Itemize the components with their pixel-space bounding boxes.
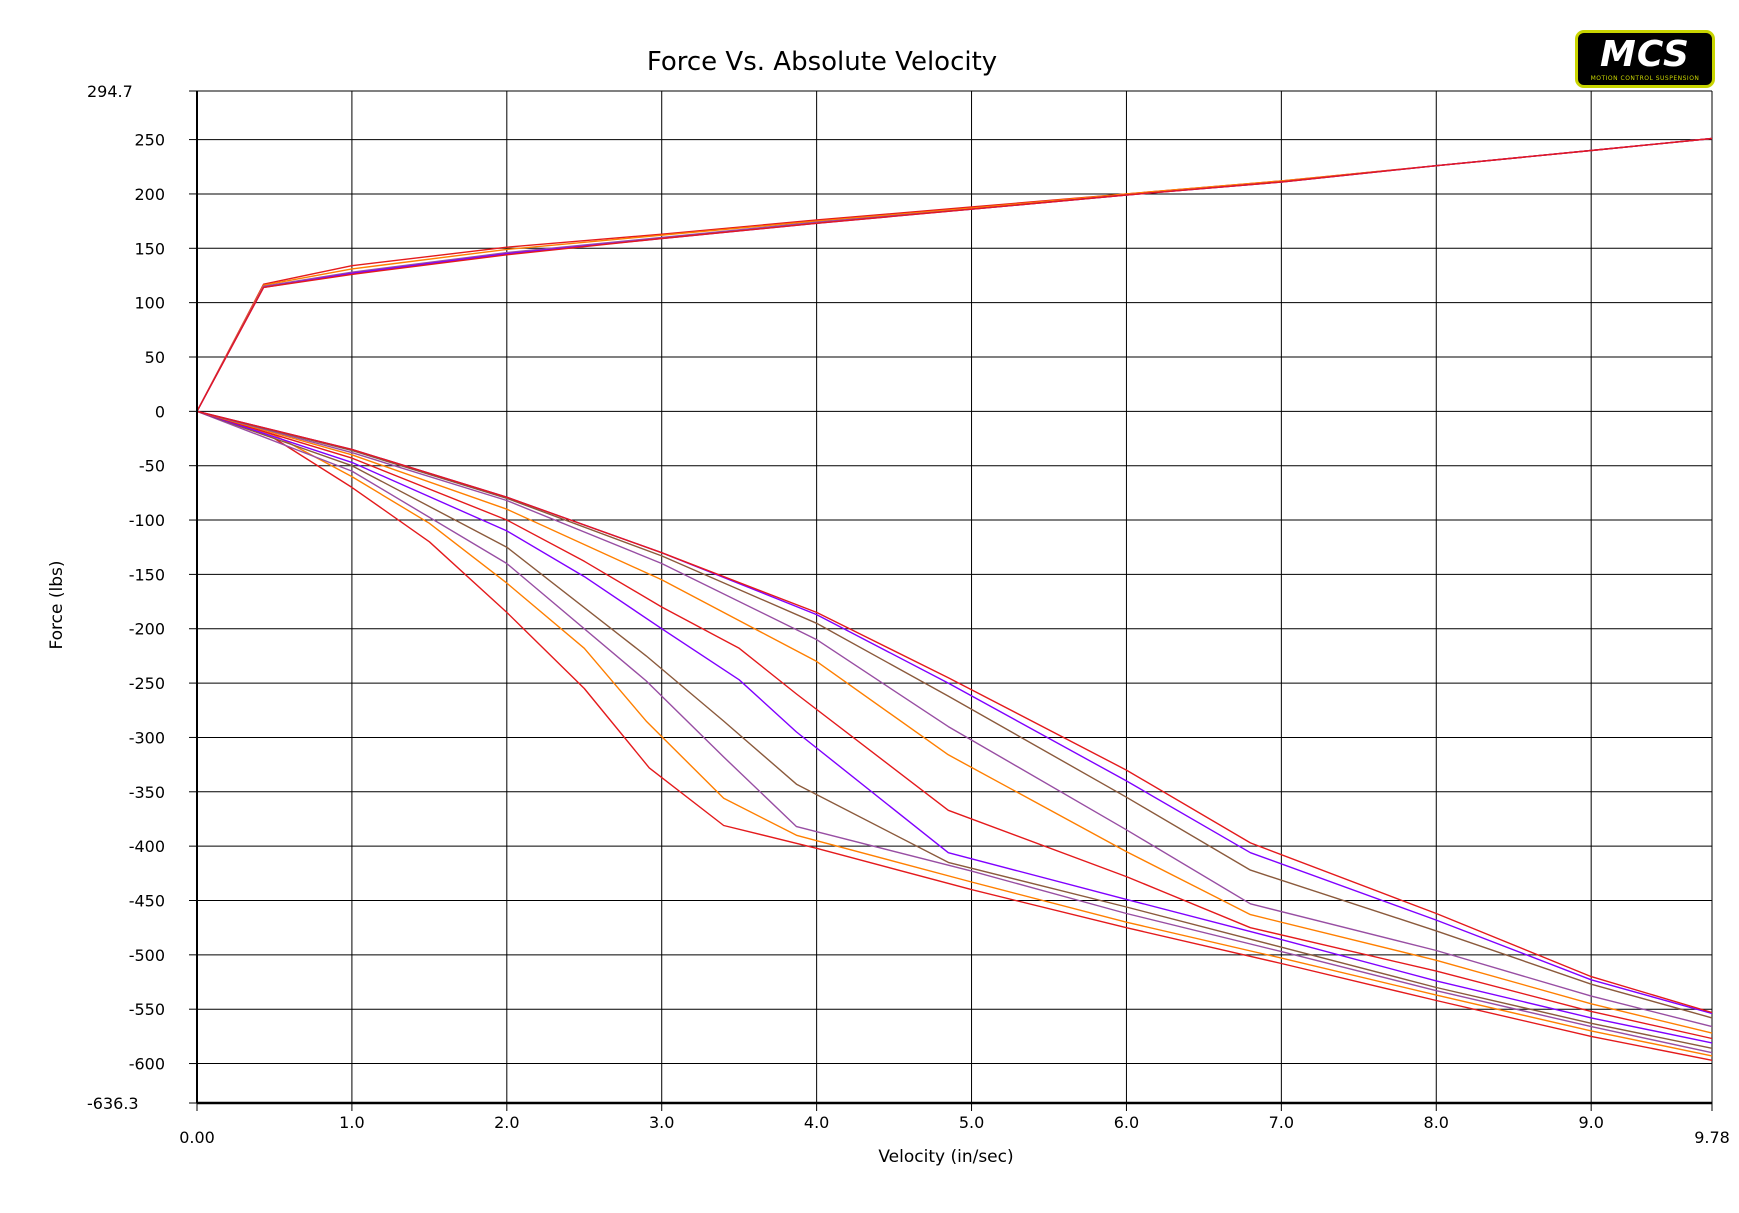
series-line-16 [196,410,1713,1014]
series-line-7 [196,410,1713,1057]
series-line-9 [196,410,1713,1049]
grid [196,90,1713,1104]
series-line-5 [196,137,1713,412]
x-tick-label: 0.00 [179,1128,215,1147]
series-group [196,137,1713,1061]
x-tick-label: 3.0 [649,1113,674,1132]
y-tick-label: -300 [129,728,165,747]
series-line-12 [196,410,1713,1034]
y-tick-label: -250 [129,674,165,693]
series-line-14 [196,410,1713,1019]
y-tick-label: -150 [129,565,165,584]
x-tick-label: 7.0 [1269,1113,1294,1132]
y-tick-label: -350 [129,783,165,802]
series-line-6 [196,410,1713,1061]
y-tick-label: -400 [129,837,165,856]
axes: 0.00 1.0 2.0 3.0 4.0 5.0 6.0 7.0 8.0 9.0 9.78 294.7… [87,82,1730,1147]
y-tick-label: -500 [129,946,165,965]
x-tick-label: 8.0 [1424,1113,1449,1132]
x-tick-label: 4.0 [804,1113,829,1132]
y-tick-label: -100 [129,511,165,530]
y-axis-label: Force (lbs) [47,560,67,649]
y-tick-label: -200 [129,620,165,639]
y-tick-label: 100 [134,294,165,313]
y-tick-label: -550 [129,1000,165,1019]
y-tick-label: -450 [129,891,165,910]
y-tick-label: -50 [139,457,165,476]
chart-title: Force Vs. Absolute Velocity [647,47,997,77]
y-tick-label: 50 [145,348,165,367]
x-tick-label: 2.0 [494,1113,519,1132]
y-tick-label: -636.3 [87,1094,139,1113]
x-axis-label: Velocity (in/sec) [878,1147,1013,1167]
mcs-logo: MCS MOTION CONTROL SUSPENSION [1575,30,1715,88]
y-tick-label: -600 [129,1055,165,1074]
series-line-13 [196,410,1713,1028]
x-tick-label: 9.0 [1578,1113,1603,1132]
logo-tagline: MOTION CONTROL SUSPENSION [1590,74,1700,82]
x-tick-label: 5.0 [959,1113,984,1132]
series-line-11 [196,410,1713,1040]
y-tick-label: 294.7 [87,82,133,101]
y-tick-label: 150 [134,239,165,258]
y-tick-label: 0 [155,402,165,421]
series-line-8 [196,410,1713,1054]
y-tick-label: 250 [134,131,165,150]
x-tick-label: 1.0 [339,1113,364,1132]
x-tick-label: 6.0 [1114,1113,1139,1132]
x-tick-label: 9.78 [1694,1128,1730,1147]
series-line-10 [196,410,1713,1044]
y-tick-label: 200 [134,185,165,204]
logo-wordmark: MCS [1600,33,1690,75]
